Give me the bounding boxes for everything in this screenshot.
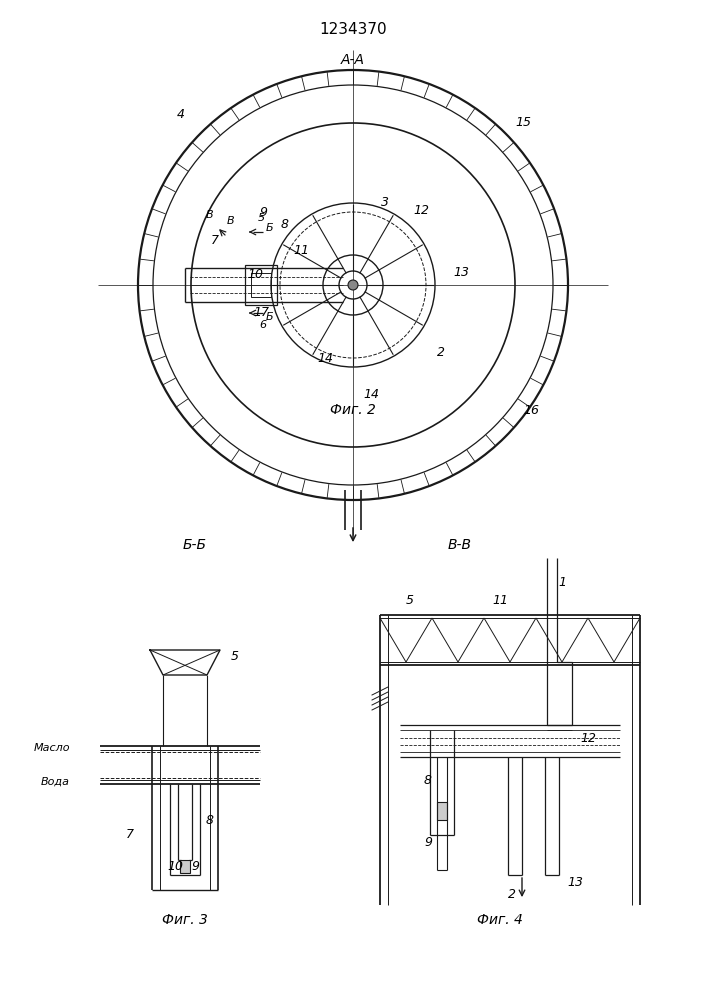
Bar (251, 273, 271, 297)
Bar (245, 265, 277, 305)
Text: Б-Б: Б-Б (183, 538, 207, 552)
Text: 11: 11 (293, 243, 309, 256)
Text: 15: 15 (515, 116, 531, 129)
Text: 8: 8 (281, 219, 289, 232)
Text: Вода: Вода (41, 777, 70, 787)
Text: 16: 16 (523, 403, 539, 416)
Text: 13: 13 (453, 266, 469, 279)
Text: 6: 6 (259, 320, 267, 330)
Text: А-А: А-А (341, 53, 365, 67)
Text: 10: 10 (247, 268, 263, 282)
Text: 8: 8 (424, 774, 432, 786)
Text: Фиг. 3: Фиг. 3 (162, 913, 208, 927)
Text: В-В: В-В (448, 538, 472, 552)
Text: 7: 7 (126, 828, 134, 842)
Text: 1: 1 (558, 576, 566, 589)
Text: 9: 9 (259, 207, 267, 220)
Text: 14: 14 (363, 388, 379, 401)
Text: 5: 5 (231, 650, 239, 664)
Text: 12: 12 (413, 204, 429, 217)
Circle shape (348, 280, 358, 290)
Text: В: В (206, 210, 214, 220)
Text: 9: 9 (191, 860, 199, 874)
Text: Фиг. 4: Фиг. 4 (477, 913, 523, 927)
Text: 11: 11 (492, 593, 508, 606)
Text: 9: 9 (424, 836, 432, 850)
Bar (437, 802, 447, 820)
Text: 7: 7 (211, 234, 219, 247)
Text: 5: 5 (257, 213, 264, 223)
Text: 1234370: 1234370 (319, 22, 387, 37)
Text: Фиг. 2: Фиг. 2 (330, 403, 376, 417)
Text: В: В (227, 216, 235, 226)
Text: 2: 2 (508, 888, 516, 902)
Text: 17: 17 (253, 306, 269, 320)
Text: 8: 8 (206, 814, 214, 826)
Polygon shape (150, 650, 220, 675)
Text: 13: 13 (567, 876, 583, 890)
Text: 14: 14 (317, 352, 333, 364)
Text: 12: 12 (580, 732, 596, 744)
Text: 3: 3 (381, 196, 389, 210)
Text: Б: Б (267, 312, 274, 322)
Text: 2: 2 (437, 347, 445, 360)
Text: Б: Б (267, 223, 274, 233)
Bar (180, 860, 190, 873)
Text: 5: 5 (406, 593, 414, 606)
Text: 4: 4 (177, 108, 185, 121)
Text: 10: 10 (167, 860, 183, 874)
Text: Масло: Масло (33, 743, 70, 753)
